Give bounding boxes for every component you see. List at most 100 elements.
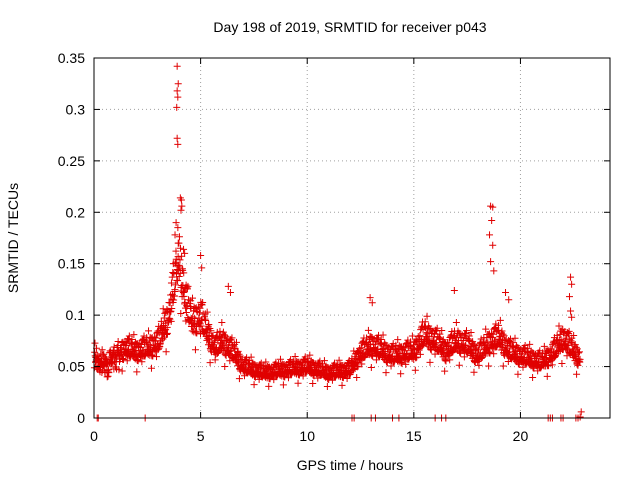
y-tick-label: 0.1 [66,307,86,323]
data-point [309,379,317,387]
data-point [568,313,576,321]
data-point [182,308,190,316]
data-point [565,327,573,335]
data-point [124,346,132,354]
plot-frame [93,57,611,419]
data-point [576,413,584,421]
data-point [328,376,336,384]
data-point [558,360,566,368]
data-point [284,374,292,382]
data-point [412,354,420,362]
data-point [166,308,174,316]
data-point [179,289,187,297]
data-point [198,300,206,308]
data-point [490,350,498,358]
data-point [279,381,287,389]
data-point [91,348,99,356]
data-point [180,245,188,253]
data-point [174,224,182,232]
data-point [167,317,175,325]
data-point [195,309,203,317]
data-point [119,355,127,363]
x-axis-label: GPS time / hours [297,457,404,473]
data-point [487,258,495,266]
data-point [485,362,493,370]
data-point [176,256,184,264]
data-point [306,351,314,359]
data-point [193,329,201,337]
data-point [455,361,463,369]
data-point [188,327,196,335]
data-point [323,383,331,391]
data-point [235,350,243,358]
data-point [247,353,255,361]
data-point [551,353,559,361]
data-point [167,279,175,287]
data-point [153,353,161,361]
data-point [110,343,118,351]
y-tick-label: 0.35 [58,50,85,66]
data-point [250,381,258,389]
data-point [488,217,496,225]
data-point [570,331,578,339]
data-point [134,357,142,365]
data-point [232,338,240,346]
data-point [488,329,496,337]
data-point [545,362,553,370]
data-point [398,359,406,367]
data-point [483,334,491,342]
data-point [499,362,507,370]
y-tick-label: 0.2 [66,204,86,220]
data-point [354,362,362,370]
data-point [496,316,504,324]
data-point [540,342,548,350]
data-point [207,327,215,335]
data-point [235,375,243,383]
data-point [206,359,214,367]
data-point [138,358,146,366]
data-point [505,296,513,304]
data-point [577,408,585,416]
data-point [221,362,229,370]
data-points [90,62,585,422]
data-point [220,331,228,339]
data-point [548,361,556,369]
data-point [574,349,582,357]
data-point [416,350,424,358]
data-point [174,93,182,101]
data-point [426,358,434,366]
data-point [152,334,160,342]
data-point [175,272,183,280]
data-point [367,364,375,372]
data-point [299,372,307,380]
data-point [506,335,514,343]
data-point [372,356,380,364]
data-point [499,330,507,338]
data-point [236,352,244,360]
data-point [482,325,490,333]
data-point [555,322,563,330]
data-point [205,320,213,328]
y-axis-label: SRMTID / TECUs [5,183,21,293]
data-point [476,340,484,348]
data-point [163,331,171,339]
data-point [565,293,573,301]
data-point [338,381,346,389]
data-point [460,353,468,361]
data-point [147,364,155,372]
data-point [177,310,185,318]
data-point [335,356,343,364]
data-point [462,341,470,349]
data-point [115,366,123,374]
data-point [419,341,427,349]
data-point [353,363,361,371]
data-point [265,382,273,390]
data-point [180,269,188,277]
data-point [529,373,537,381]
data-point [178,202,186,210]
data-point [343,374,351,382]
data-point [224,282,232,290]
data-point [490,267,498,275]
data-point [299,359,307,367]
data-point [461,342,469,350]
